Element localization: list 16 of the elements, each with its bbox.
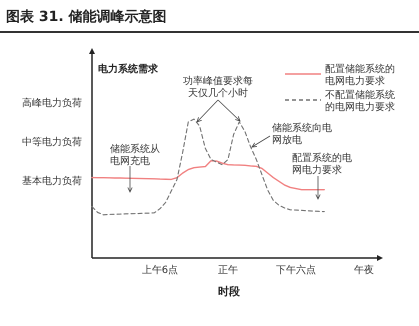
- x-tick-label: 上午6点: [142, 264, 178, 276]
- annotation: 储能系统向电网放电: [272, 122, 332, 146]
- text: 功率峰值要求每天仅几个小时: [183, 75, 253, 99]
- legend-label: 不配置储能系统的电网电力要求: [325, 89, 395, 113]
- text: 高峰电力负荷: [22, 97, 82, 109]
- x-tick-label: 正午: [218, 264, 238, 276]
- annotation: 储能系统从电网充电: [110, 143, 160, 167]
- annotation: 配置系统的电网电力要求: [292, 152, 352, 176]
- text: 中等电力负荷: [22, 136, 82, 148]
- x-axis-title: 时段: [218, 285, 241, 298]
- text: 基本电力负荷: [22, 175, 82, 187]
- x-tick-label: 午夜: [354, 264, 374, 276]
- x-tick-label: 下午六点: [276, 264, 316, 276]
- legend-label: 配置储能系统的电网电力要求: [325, 63, 395, 87]
- chart-title: 图表 31. 储能调峰示意图: [6, 8, 167, 25]
- y-axis-title: 电力系统需求: [98, 63, 159, 75]
